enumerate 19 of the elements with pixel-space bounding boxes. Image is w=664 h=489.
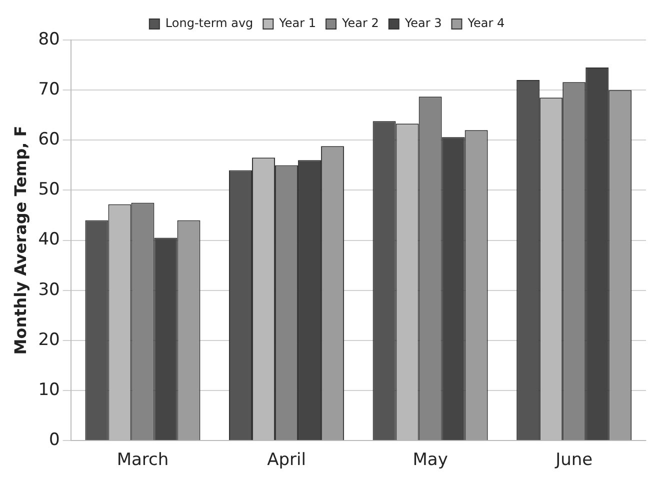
y-tick-label: 80 <box>38 29 60 50</box>
y-tick-label: 10 <box>38 380 60 400</box>
y-tick-label: 0 <box>49 430 60 450</box>
y-tick-label: 30 <box>38 280 60 300</box>
x-tick-label: June <box>554 450 593 470</box>
legend-label: Long-term avg <box>165 16 254 30</box>
legend-label: Year 2 <box>341 16 379 30</box>
y-axis-title: Monthly Average Temp, F <box>10 126 30 355</box>
y-tick-label: 50 <box>38 180 60 200</box>
y-tick-label: 70 <box>38 79 60 100</box>
x-tick-label: March <box>116 450 169 470</box>
y-tick-label: 40 <box>38 230 60 250</box>
legend-label: Year 3 <box>404 16 442 30</box>
legend-label: Year 4 <box>466 16 505 30</box>
y-tick-label: 60 <box>38 130 60 150</box>
y-tick-label: 20 <box>38 330 60 350</box>
x-tick-label: April <box>267 450 306 470</box>
legend-label: Year 1 <box>278 16 316 30</box>
x-tick-label: May <box>412 450 448 470</box>
